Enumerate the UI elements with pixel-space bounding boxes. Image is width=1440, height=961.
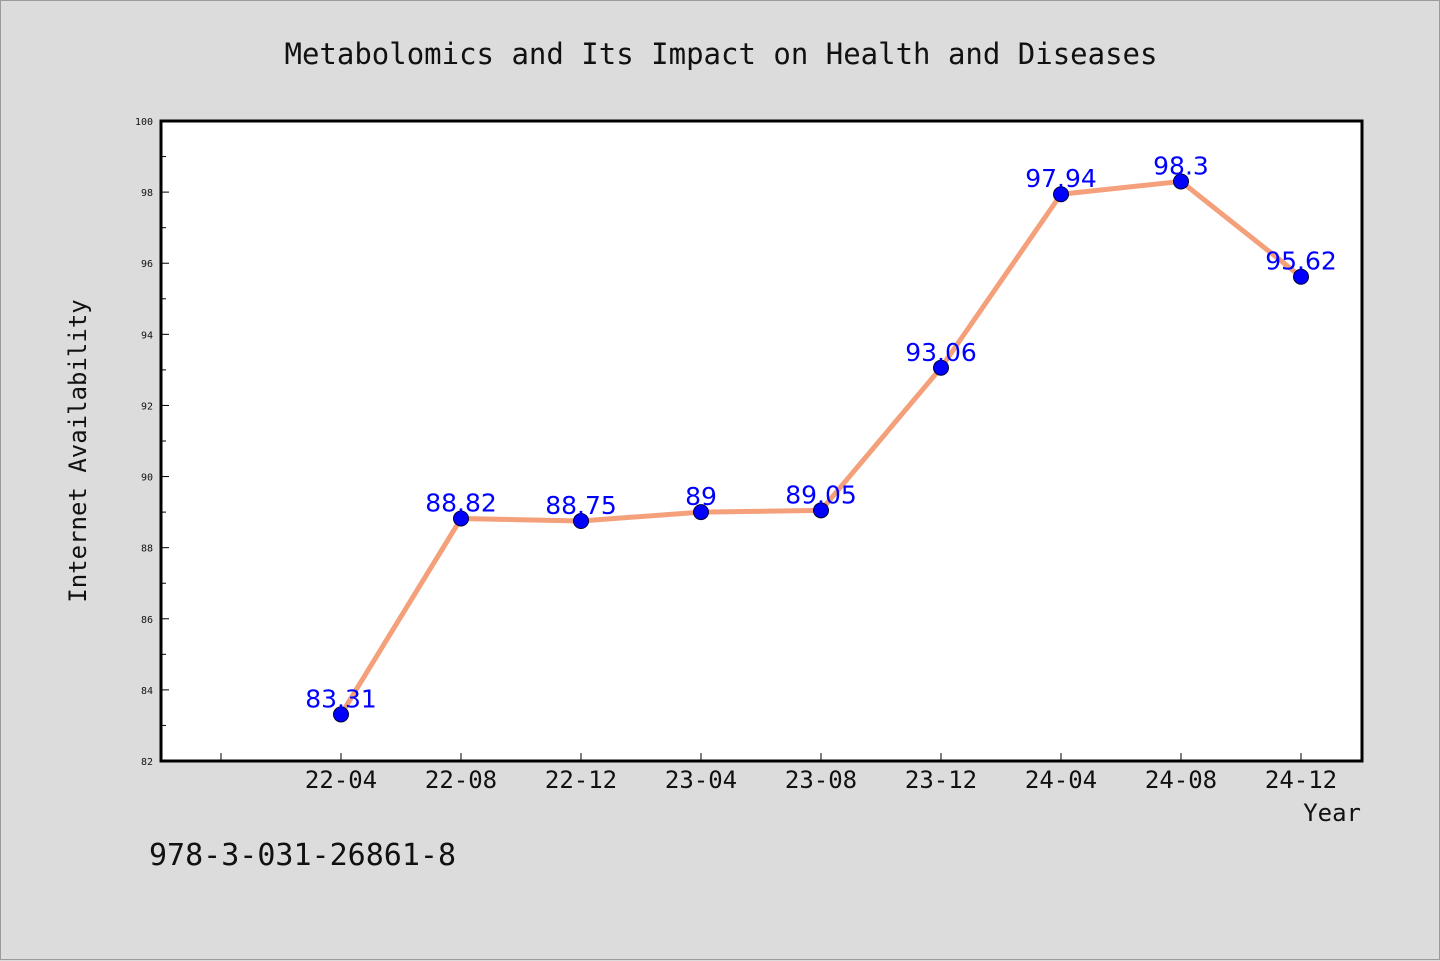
y-tick-label: 94 — [141, 330, 153, 341]
y-axis-title: Internet Availability — [64, 299, 92, 602]
x-tick-label: 24-12 — [1265, 766, 1337, 794]
y-tick-label: 90 — [141, 473, 153, 484]
y-tick-label: 96 — [141, 259, 153, 270]
data-point — [573, 513, 589, 529]
data-label: 89.05 — [785, 480, 857, 509]
x-axis: 22-04 22-08 22-12 23-04 23-08 23-12 24-04 24-08… — [220, 753, 1337, 794]
data-label: 83.31 — [305, 684, 377, 713]
data-point — [813, 502, 829, 519]
x-tick-label: 22-12 — [545, 766, 617, 794]
y-tick-label: 98 — [141, 188, 153, 199]
data-point — [453, 510, 469, 527]
x-tick-label: 23-08 — [785, 766, 857, 794]
data-point — [1053, 186, 1069, 203]
x-tick-label: 22-08 — [425, 766, 497, 794]
data-point — [333, 706, 349, 723]
y-tick-label: 92 — [141, 401, 153, 412]
plot-area — [159, 119, 1364, 763]
chart-title: Metabolomics and Its Impact on Health an… — [285, 37, 1158, 71]
data-label: 97.94 — [1025, 164, 1097, 193]
data-point — [933, 359, 949, 376]
y-axis: 82 84 86 88 90 92 94 96 98 100 — [135, 117, 169, 768]
data-label: 98.3 — [1153, 151, 1209, 180]
y-tick-label: 84 — [141, 686, 153, 697]
y-tick-label: 86 — [141, 615, 153, 626]
x-tick-label: 23-04 — [665, 766, 737, 794]
data-label: 95.62 — [1265, 247, 1337, 276]
series-markers — [333, 173, 1309, 723]
y-tick-label: 100 — [135, 117, 153, 128]
data-point — [1173, 173, 1189, 190]
isbn-caption: 978-3-031-26861-8 — [149, 838, 456, 873]
data-label: 88.82 — [425, 489, 497, 518]
data-label: 89 — [685, 482, 717, 511]
data-point — [693, 504, 709, 521]
data-label: 93.06 — [905, 338, 977, 367]
y-tick-label: 82 — [141, 757, 153, 768]
x-tick-label: 24-08 — [1145, 766, 1217, 794]
x-tick-label: 22-04 — [305, 766, 377, 794]
data-label: 88.75 — [545, 491, 617, 520]
y-tick-label: 88 — [141, 544, 153, 555]
data-labels: 83.31 88.82 88.75 89 89.05 93.06 97.94 98.3 95.6… — [305, 151, 1337, 713]
x-tick-label: 23-12 — [905, 766, 977, 794]
x-tick-label: 24-04 — [1025, 766, 1097, 794]
x-axis-title: Year — [1303, 799, 1361, 827]
data-point — [1293, 268, 1309, 285]
